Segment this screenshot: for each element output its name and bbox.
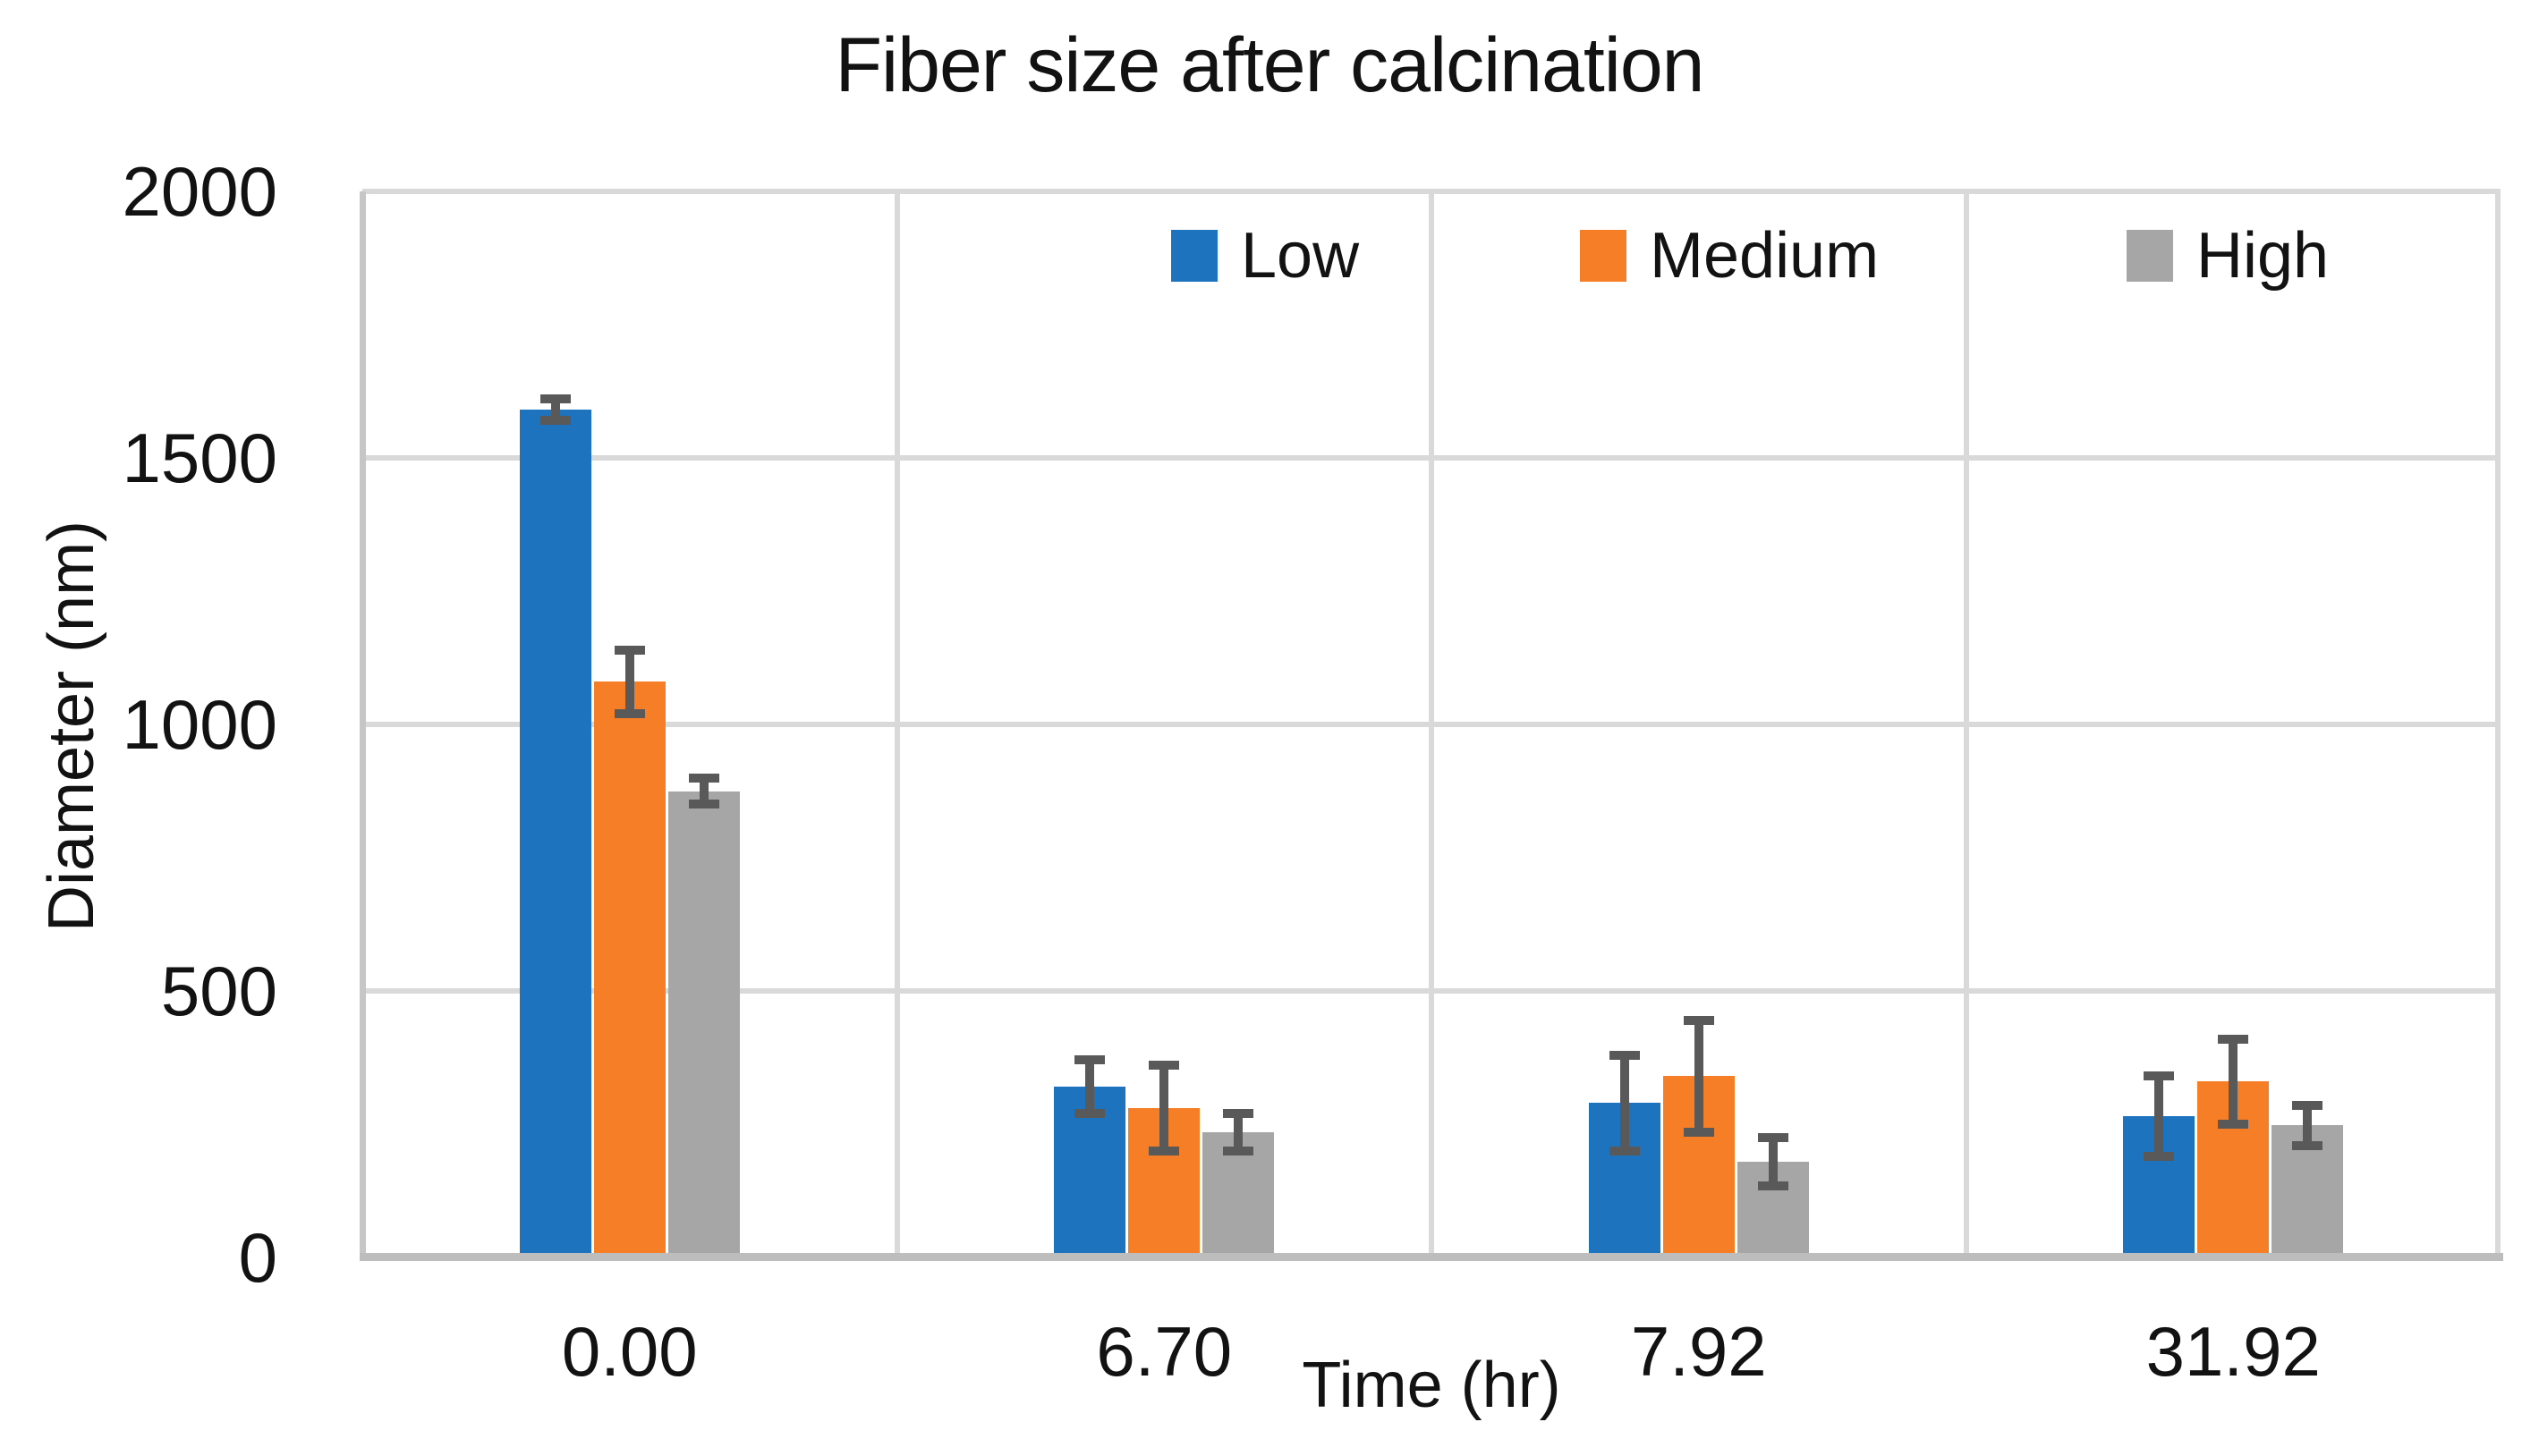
error-bar-line: [699, 777, 709, 805]
error-bar-line: [2303, 1105, 2313, 1146]
error-bar-cap-top: [1683, 1015, 1714, 1025]
error-bar-cap-bottom: [1149, 1146, 1180, 1155]
legend-label: Low: [1241, 220, 1360, 292]
error-bar-line: [624, 649, 634, 715]
error-bar-line: [1085, 1060, 1095, 1114]
legend-item-medium: Medium: [1580, 224, 1879, 288]
error-bar-cap-bottom: [614, 709, 645, 719]
x-tick-label: 6.70: [1096, 1312, 1233, 1391]
error-bar-cap-bottom: [688, 800, 719, 809]
x-tick-label: 0.00: [561, 1312, 698, 1391]
bar-low-0.00: [519, 410, 591, 1257]
error-bar-line: [1234, 1113, 1244, 1151]
y-tick-label: 0: [238, 1218, 277, 1297]
y-tick-label: 2000: [122, 152, 277, 231]
legend-swatch-icon: [1580, 230, 1626, 282]
error-bar-cap-bottom: [1757, 1181, 1788, 1190]
error-bar-line: [2154, 1076, 2164, 1156]
error-bar-cap-bottom: [2144, 1151, 2175, 1161]
error-bar-cap-top: [1223, 1109, 1254, 1119]
error-bar-line: [550, 399, 560, 421]
error-bar-cap-bottom: [1683, 1127, 1714, 1137]
error-bar-cap-bottom: [539, 416, 571, 426]
x-axis-tick-labels: 0.00 6.70 7.92 31.92: [362, 1316, 2501, 1415]
error-bar-cap-top: [688, 773, 719, 783]
gridline-vertical: [894, 191, 900, 1257]
y-tick-label: 500: [160, 952, 277, 1030]
y-axis-tick-labels: 0 500 1000 1500 2000: [0, 157, 304, 1292]
error-bar-line: [1159, 1065, 1169, 1151]
legend-label: Medium: [1650, 220, 1880, 292]
legend-label: High: [2196, 220, 2330, 292]
legend-swatch-icon: [1171, 230, 1218, 282]
error-bar-cap-bottom: [1609, 1146, 1640, 1155]
x-axis-line: [360, 1253, 2503, 1261]
bar-high-0.00: [667, 791, 740, 1257]
error-bar-cap-top: [1757, 1132, 1788, 1142]
y-tick-label: 1500: [122, 419, 277, 497]
error-bar-cap-bottom: [2218, 1120, 2249, 1129]
bar-medium-0.00: [593, 681, 666, 1257]
x-tick-label: 7.92: [1630, 1312, 1767, 1391]
error-bar-cap-top: [2292, 1100, 2323, 1110]
x-tick-label: 31.92: [2145, 1312, 2321, 1391]
error-bar-cap-top: [614, 645, 645, 655]
error-bar-cap-top: [1609, 1050, 1640, 1060]
plot-right-border: [2495, 191, 2501, 1257]
error-bar-cap-bottom: [1074, 1109, 1106, 1119]
gridline-vertical: [1429, 191, 1434, 1257]
error-bar-line: [1694, 1020, 1703, 1132]
legend-item-low: Low: [1171, 224, 1359, 288]
error-bar-cap-top: [2218, 1034, 2249, 1044]
error-bar-line: [2229, 1038, 2238, 1124]
error-bar-cap-bottom: [1223, 1146, 1254, 1155]
legend-swatch-icon: [2127, 230, 2173, 282]
error-bar-cap-bottom: [2292, 1140, 2323, 1150]
plot-area: [360, 189, 2503, 1261]
x-axis-title: Time (hr): [1302, 1350, 1561, 1421]
chart-title: Fiber size after calcination: [835, 22, 1705, 108]
error-bar-line: [1768, 1137, 1778, 1186]
gridline-vertical: [1963, 191, 1969, 1257]
error-bar-cap-top: [1149, 1061, 1180, 1071]
error-bar-cap-top: [539, 394, 571, 404]
y-tick-label: 1000: [122, 685, 277, 764]
error-bar-line: [1619, 1054, 1629, 1151]
error-bar-cap-top: [1074, 1055, 1106, 1065]
y-axis-line: [360, 191, 366, 1257]
legend: Low Medium High: [362, 191, 2501, 370]
legend-item-high: High: [2127, 224, 2329, 288]
error-bar-cap-top: [2144, 1071, 2175, 1081]
